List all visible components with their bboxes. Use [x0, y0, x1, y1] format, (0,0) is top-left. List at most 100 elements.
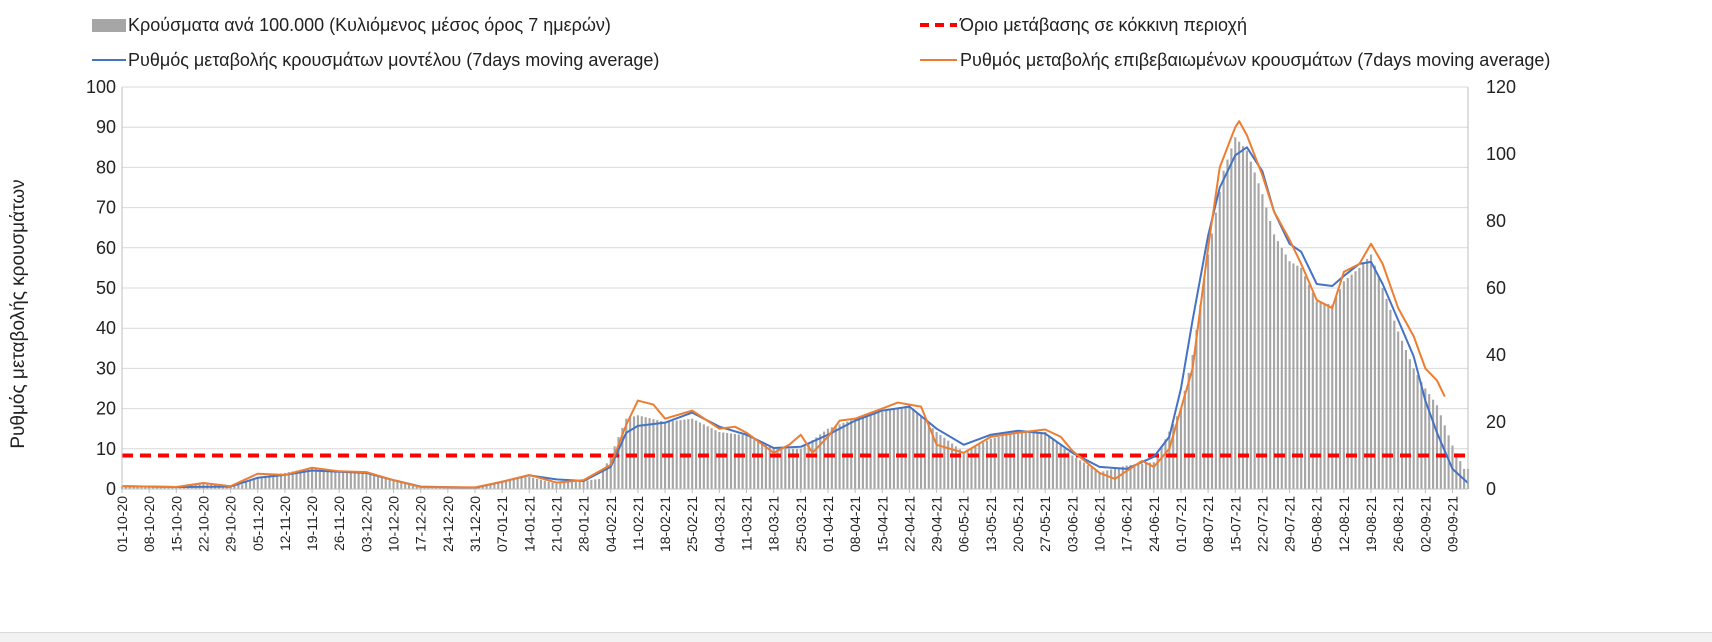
bar	[237, 484, 240, 489]
bar	[978, 444, 981, 489]
bar	[951, 443, 954, 489]
bar	[962, 452, 965, 489]
bar	[726, 433, 729, 489]
bar	[733, 433, 736, 489]
bar	[528, 476, 531, 489]
bar	[993, 437, 996, 489]
x-tick-label: 31-12-20	[467, 496, 483, 552]
bar	[1040, 432, 1043, 489]
confirmed-rate-line	[121, 120, 1446, 489]
bar	[718, 432, 721, 489]
y-tick-label-right: 80	[1486, 211, 1506, 231]
bar	[342, 472, 345, 489]
bar	[943, 437, 946, 489]
bar	[307, 468, 310, 489]
bar	[1214, 212, 1217, 490]
bar	[1090, 467, 1093, 489]
bar	[535, 478, 539, 489]
bar	[826, 428, 830, 489]
y-tick-label-left: 80	[96, 157, 116, 177]
y-tick-label-left: 40	[96, 318, 116, 338]
bar	[1168, 431, 1171, 489]
bar	[695, 420, 698, 489]
bar	[617, 437, 620, 489]
bar	[291, 471, 294, 489]
bar	[753, 439, 756, 489]
bar	[1106, 470, 1109, 489]
bar	[128, 486, 131, 489]
bar	[520, 477, 523, 489]
bar	[675, 420, 678, 489]
bar	[1412, 368, 1415, 489]
bar	[439, 487, 442, 489]
bar	[144, 486, 147, 489]
bar	[1094, 469, 1097, 489]
bar	[1024, 432, 1027, 489]
bar-series	[120, 137, 1470, 490]
bar	[1373, 265, 1376, 489]
bar	[1292, 263, 1295, 489]
bar	[1408, 359, 1411, 489]
y-tick-label-right: 120	[1486, 77, 1516, 97]
bar	[252, 478, 255, 489]
bar	[555, 483, 558, 489]
x-tick-label: 08-07-21	[1200, 496, 1216, 552]
bar	[807, 443, 810, 489]
bar	[691, 418, 694, 489]
bar	[1393, 320, 1396, 489]
bar	[423, 487, 426, 489]
bar	[1428, 394, 1431, 489]
bar	[400, 482, 403, 489]
legend-label-confirmed: Ρυθμός μεταβολής επιβεβαιωμένων κρουσμάτ…	[960, 50, 1550, 70]
x-tick-label: 26-08-21	[1390, 496, 1406, 552]
bar	[314, 468, 318, 489]
y-tick-label-left: 30	[96, 358, 116, 378]
x-tick-label: 17-06-21	[1119, 496, 1135, 552]
y-tick-label-left: 20	[96, 399, 116, 419]
bar	[1432, 399, 1435, 489]
bar	[714, 430, 717, 489]
bar	[745, 435, 748, 489]
bar	[489, 483, 492, 489]
bar	[865, 415, 868, 489]
bar	[1366, 258, 1369, 489]
bar	[1350, 274, 1353, 489]
bar	[175, 487, 178, 489]
x-tick-label: 20-05-21	[1010, 496, 1026, 552]
bar	[1307, 284, 1311, 489]
y-tick-label-left: 60	[96, 238, 116, 258]
x-tick-label: 18-02-21	[657, 496, 673, 552]
bar	[1439, 415, 1442, 489]
x-tick-label: 10-12-20	[386, 496, 402, 552]
bar	[1300, 267, 1303, 489]
bar	[516, 478, 519, 489]
bar	[1346, 277, 1349, 489]
bar	[1156, 454, 1159, 489]
bar	[772, 448, 775, 489]
x-tick-label: 07-01-21	[494, 496, 510, 552]
bar	[1385, 298, 1388, 489]
bar	[1354, 271, 1357, 489]
bar	[1234, 137, 1237, 489]
bar	[1032, 432, 1035, 489]
bar	[431, 487, 434, 489]
bar	[947, 440, 950, 489]
bar	[547, 481, 550, 489]
bar	[873, 413, 876, 489]
bar	[419, 486, 422, 489]
bar	[803, 445, 806, 489]
x-tick-label: 15-07-21	[1227, 496, 1243, 552]
bar	[1125, 465, 1128, 489]
bar	[916, 412, 919, 489]
bar	[749, 437, 752, 489]
x-tick-label: 28-01-21	[576, 496, 592, 552]
bar	[1195, 329, 1198, 490]
bar	[1272, 234, 1276, 489]
x-tick-label: 03-06-21	[1064, 496, 1080, 552]
x-tick-label: 22-07-21	[1254, 496, 1270, 552]
bar	[136, 486, 139, 489]
bar	[264, 475, 267, 489]
x-tick-label: 08-04-21	[847, 496, 863, 552]
